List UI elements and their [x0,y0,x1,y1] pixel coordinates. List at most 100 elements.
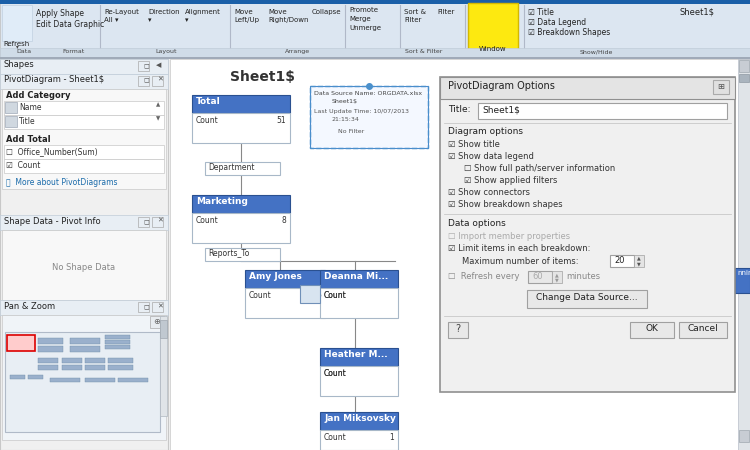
FancyBboxPatch shape [105,345,130,349]
Text: Move: Move [234,9,253,15]
Text: Edit Data Graphic: Edit Data Graphic [36,20,104,29]
FancyBboxPatch shape [634,255,644,267]
FancyBboxPatch shape [735,268,750,293]
Text: ✕: ✕ [157,303,163,309]
FancyBboxPatch shape [192,95,290,113]
FancyBboxPatch shape [205,248,280,261]
Text: 20: 20 [614,256,625,265]
Text: Count: Count [196,216,219,225]
Text: ◀: ◀ [156,62,161,68]
Text: Sort &: Sort & [404,9,426,15]
Text: ⊞: ⊞ [718,82,724,91]
Text: ☑ Show connectors: ☑ Show connectors [448,188,530,197]
FancyBboxPatch shape [38,346,63,352]
Text: Count: Count [196,116,219,125]
FancyBboxPatch shape [205,162,280,175]
Text: Sheet1$: Sheet1$ [482,105,520,114]
Text: ◻: ◻ [143,218,148,224]
FancyBboxPatch shape [85,378,115,382]
FancyBboxPatch shape [2,5,32,41]
FancyBboxPatch shape [160,316,167,416]
FancyBboxPatch shape [5,102,17,113]
Text: Show/Hide: Show/Hide [580,49,614,54]
FancyBboxPatch shape [160,320,167,338]
Text: Filter: Filter [404,17,422,23]
Text: ☑ Show applied filters: ☑ Show applied filters [464,176,557,185]
FancyBboxPatch shape [448,322,468,338]
Bar [310,86,428,148]
Text: Add Total: Add Total [6,135,51,144]
Text: Direction: Direction [148,9,180,15]
FancyBboxPatch shape [0,57,750,58]
Text: Data Source Name: ORGDATA.xlsx: Data Source Name: ORGDATA.xlsx [314,91,422,96]
FancyBboxPatch shape [320,288,398,318]
FancyBboxPatch shape [2,230,166,300]
Text: ▼: ▼ [637,261,640,266]
FancyBboxPatch shape [320,348,398,366]
FancyBboxPatch shape [70,338,100,344]
Text: Maximum number of items:: Maximum number of items: [462,257,578,266]
Text: Pan & Zoom: Pan & Zoom [4,302,55,311]
Text: ☑ Limit items in each breakdown:: ☑ Limit items in each breakdown: [448,244,590,253]
FancyBboxPatch shape [679,322,727,338]
FancyBboxPatch shape [0,0,750,57]
FancyBboxPatch shape [0,0,750,4]
FancyBboxPatch shape [0,48,750,57]
Text: Shape Data - Pivot Info: Shape Data - Pivot Info [4,217,100,226]
Text: Reports_To: Reports_To [208,249,249,258]
Text: ⓿  More about PivotDiagrams: ⓿ More about PivotDiagrams [6,178,118,187]
Text: 21:15:34: 21:15:34 [332,117,360,122]
Text: Collapse: Collapse [312,9,341,15]
Text: Sheet1$: Sheet1$ [230,70,295,84]
Text: Refresh: Refresh [4,41,30,47]
Text: No Filter: No Filter [338,129,364,134]
FancyBboxPatch shape [739,74,749,82]
FancyBboxPatch shape [152,76,163,86]
Text: Apply Shape: Apply Shape [36,9,84,18]
FancyBboxPatch shape [468,3,518,51]
FancyBboxPatch shape [108,365,133,370]
Text: OK: OK [646,324,658,333]
Text: ☑ Breakdown Shapes: ☑ Breakdown Shapes [528,28,610,37]
FancyBboxPatch shape [138,302,149,312]
FancyBboxPatch shape [0,58,168,450]
Text: Diagram options: Diagram options [448,127,523,136]
Text: ✕: ✕ [157,218,163,224]
Text: 5: 5 [316,291,321,300]
FancyBboxPatch shape [245,288,325,318]
Text: Move: Move [268,9,286,15]
Text: Count: Count [249,291,272,300]
FancyBboxPatch shape [610,255,634,267]
FancyBboxPatch shape [4,115,164,129]
FancyBboxPatch shape [0,73,168,89]
Text: Sheet1$: Sheet1$ [332,99,358,104]
Text: ▾: ▾ [16,44,18,49]
FancyBboxPatch shape [0,58,168,73]
Text: Window: Window [479,46,507,52]
FancyBboxPatch shape [739,430,749,442]
Text: PivotDiagram - Sheet1$: PivotDiagram - Sheet1$ [4,76,104,85]
FancyBboxPatch shape [7,335,35,351]
FancyBboxPatch shape [105,340,130,344]
FancyBboxPatch shape [105,335,130,339]
Text: ▲: ▲ [637,255,640,260]
Text: Marketing: Marketing [196,197,248,206]
FancyBboxPatch shape [152,302,163,312]
Text: ▼: ▼ [555,277,559,282]
FancyBboxPatch shape [192,213,290,243]
Text: Sort & Filter: Sort & Filter [405,49,442,54]
Text: Last Update Time: 10/07/2013: Last Update Time: 10/07/2013 [314,109,409,114]
Text: PivotDiagram Options: PivotDiagram Options [448,81,555,91]
FancyBboxPatch shape [118,378,148,382]
FancyBboxPatch shape [320,270,398,288]
FancyBboxPatch shape [108,358,133,363]
Text: 60: 60 [532,272,542,281]
Text: ◻: ◻ [143,303,148,309]
Text: Name: Name [19,103,41,112]
Text: Format: Format [62,49,84,54]
FancyBboxPatch shape [320,366,398,396]
Text: 51: 51 [276,116,286,125]
FancyBboxPatch shape [5,332,160,432]
Text: Change Data Source...: Change Data Source... [536,293,638,302]
Text: ▲: ▲ [555,272,559,277]
